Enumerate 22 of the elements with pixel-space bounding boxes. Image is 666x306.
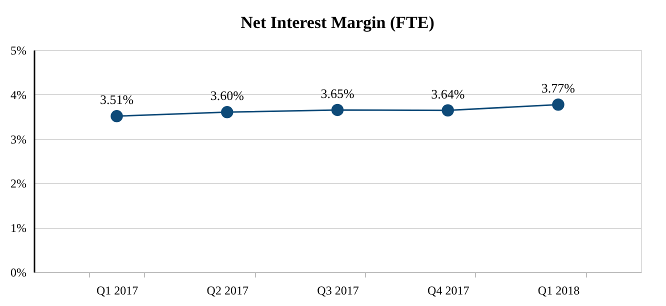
y-tick-label: 4% bbox=[10, 88, 26, 102]
data-label: 3.65% bbox=[320, 86, 354, 101]
y-tick-label: 0% bbox=[10, 266, 26, 280]
x-tick-label: Q3 2017 bbox=[317, 284, 359, 298]
y-tick-label: 1% bbox=[10, 221, 26, 236]
y-tick-label: 5% bbox=[10, 44, 26, 58]
y-tick-label: 2% bbox=[10, 176, 26, 191]
data-label: 3.77% bbox=[541, 80, 576, 96]
x-tick-label: Q4 2017 bbox=[428, 284, 470, 298]
point bbox=[221, 106, 234, 118]
data-label: 3.51% bbox=[100, 92, 134, 108]
x-tick-label: Q1 2018 bbox=[538, 284, 580, 298]
x-tick-label: Q2 2017 bbox=[206, 284, 248, 298]
chart-title: Net Interest Margin (FTE) bbox=[240, 13, 434, 32]
point bbox=[442, 104, 454, 116]
data-label: 3.60% bbox=[210, 88, 244, 104]
point bbox=[552, 98, 564, 111]
point bbox=[110, 110, 123, 122]
point bbox=[331, 104, 344, 116]
y-tick-label: 3% bbox=[10, 132, 26, 146]
data-label: 3.64% bbox=[431, 86, 465, 102]
x-tick-label: Q1 2017 bbox=[96, 284, 138, 298]
